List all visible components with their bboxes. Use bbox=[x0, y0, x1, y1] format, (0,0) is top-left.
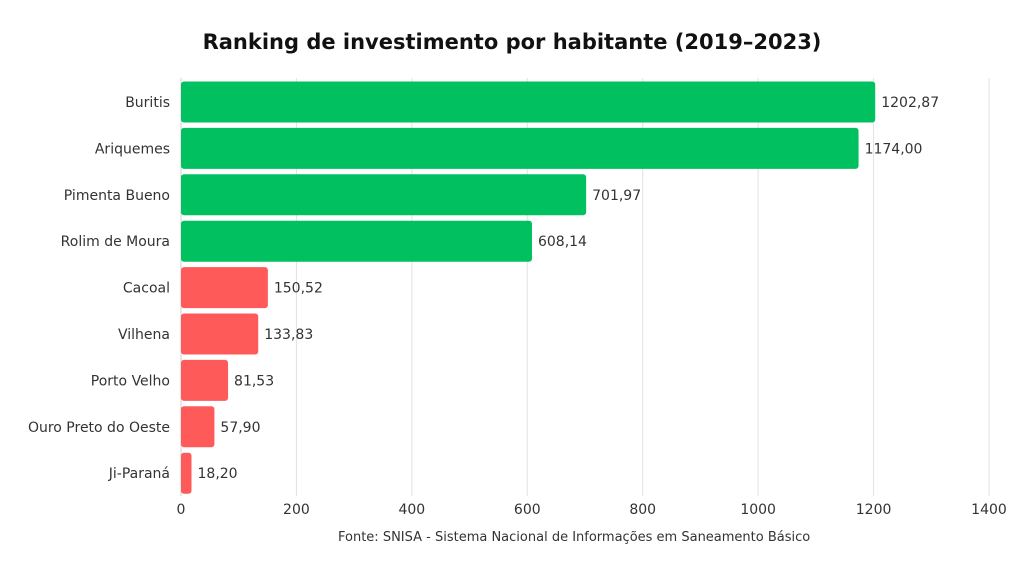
x-tick-label: 0 bbox=[177, 502, 186, 518]
category-label: Porto Velho bbox=[91, 373, 170, 389]
category-label: Ji-Paraná bbox=[108, 466, 170, 482]
category-label: Rolim de Moura bbox=[61, 234, 170, 250]
x-tick-label: 400 bbox=[398, 502, 425, 518]
value-label: 608,14 bbox=[538, 234, 587, 250]
x-tick-label: 600 bbox=[514, 502, 541, 518]
bar bbox=[181, 313, 259, 355]
value-label: 1174,00 bbox=[865, 141, 923, 157]
value-label: 150,52 bbox=[274, 281, 323, 297]
bar bbox=[181, 127, 859, 169]
x-tick-label: 800 bbox=[629, 502, 656, 518]
value-label: 701,97 bbox=[592, 188, 641, 204]
bar bbox=[181, 359, 229, 401]
x-tick-label: 1400 bbox=[971, 502, 1007, 518]
labels: 0 200 400 600 800 1000 1200 1400 Buritis 1202,87 A… bbox=[28, 95, 1007, 518]
category-label: Ariquemes bbox=[95, 141, 170, 157]
value-label: 133,83 bbox=[264, 327, 313, 343]
bar bbox=[181, 267, 268, 309]
category-label: Cacoal bbox=[123, 281, 170, 297]
chart-title: Ranking de investimento por habitante (2… bbox=[202, 30, 822, 54]
x-tick-label: 200 bbox=[283, 502, 310, 518]
bar bbox=[181, 174, 587, 216]
category-label: Pimenta Bueno bbox=[64, 188, 170, 204]
bar bbox=[181, 406, 215, 448]
category-label: Vilhena bbox=[118, 327, 170, 343]
value-label: 81,53 bbox=[234, 373, 274, 389]
bar bbox=[181, 452, 192, 494]
bar bbox=[181, 81, 876, 123]
x-tick-label: 1000 bbox=[740, 502, 776, 518]
x-tick-label: 1200 bbox=[856, 502, 892, 518]
bars bbox=[181, 81, 876, 494]
bar bbox=[181, 220, 532, 262]
value-label: 57,90 bbox=[220, 420, 260, 436]
category-label: Buritis bbox=[125, 95, 170, 111]
chart-source: Fonte: SNISA - Sistema Nacional de Infor… bbox=[338, 530, 811, 545]
category-label: Ouro Preto do Oeste bbox=[28, 420, 170, 436]
value-label: 18,20 bbox=[198, 466, 238, 482]
value-label: 1202,87 bbox=[881, 95, 939, 111]
